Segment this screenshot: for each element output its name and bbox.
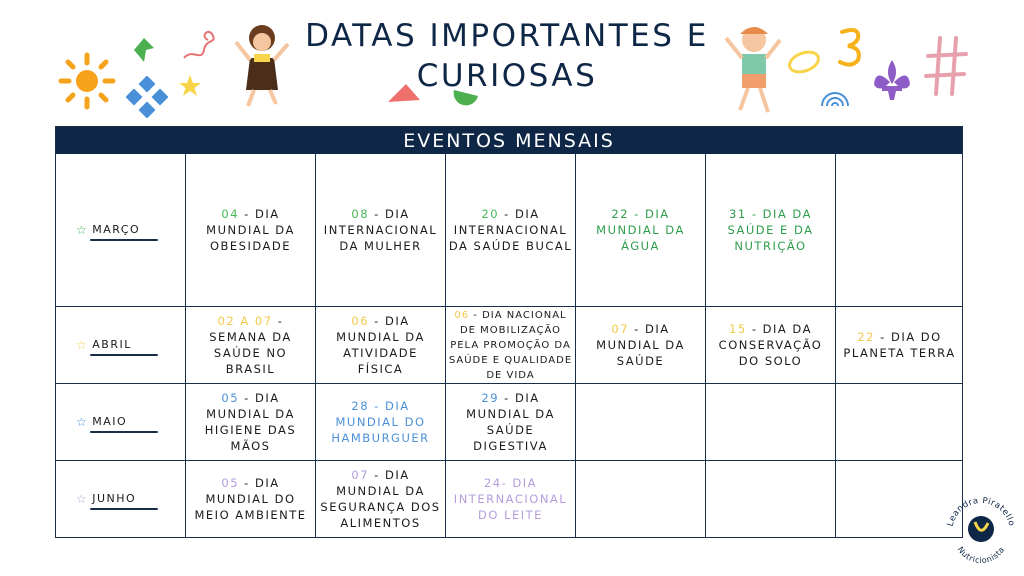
event-cell: 05 - DIA MUNDIAL DA HIGIENE DAS MÃOS xyxy=(186,384,316,461)
rainbow-icon xyxy=(821,92,849,107)
green-semicircle-icon xyxy=(453,90,478,106)
event-cell: 08 - DIA INTERNACIONAL DA MULHER xyxy=(316,154,446,307)
month-cell-abril: ☆ ABRIL xyxy=(56,307,186,384)
empty-cell xyxy=(836,384,963,461)
yellow-ring-icon xyxy=(788,50,820,74)
blue-flower-icon xyxy=(126,76,168,118)
month-underline xyxy=(90,508,158,510)
empty-cell xyxy=(836,154,963,307)
boy-character-icon xyxy=(724,27,782,113)
empty-cell xyxy=(576,461,706,537)
event-cell: 05 - DIA MUNDIAL DO MEIO AMBIENTE xyxy=(186,461,316,537)
event-cell: 07 - DIA MUNDIAL DA SEGURANÇA DOS ALIMEN… xyxy=(316,461,446,537)
event-cell: 15 - DIA DA CONSERVAÇÃO DO SOLO xyxy=(706,307,836,384)
star-icon: ☆ xyxy=(76,223,89,237)
month-cell-maio: ☆ MAIO xyxy=(56,384,186,461)
event-cell: 31 - DIA DA SAÚDE E DA NUTRIÇÃO xyxy=(706,154,836,307)
month-cell-marco: ☆ MARÇO xyxy=(56,154,186,307)
event-cell: 22 - DIA DO PLANETA TERRA xyxy=(836,307,963,384)
event-cell: 22 - DIA MUNDIAL DA ÁGUA xyxy=(576,154,706,307)
month-underline xyxy=(90,431,158,433)
month-cell-junho: ☆ JUNHO xyxy=(56,461,186,537)
events-table: EVENTOS MENSAIS ☆ MARÇO 04 - DIA MUNDIAL… xyxy=(55,126,963,538)
nutritionist-logo: Leandra Piratello Nutricionista xyxy=(946,496,1016,565)
month-label: MAIO xyxy=(92,415,128,428)
month-underline xyxy=(90,239,158,241)
empty-cell xyxy=(706,384,836,461)
event-cell: 29 - DIA MUNDIAL DA SAÚDE DIGESTIVA xyxy=(446,384,576,461)
event-cell: 06 - DIA MUNDIAL DA ATIVIDADE FÍSICA xyxy=(316,307,446,384)
fleur-de-lis-icon xyxy=(874,60,910,100)
sun-icon xyxy=(58,52,116,110)
empty-cell xyxy=(576,384,706,461)
event-cell: 02 A 07 - SEMANA DA SAÚDE NO BRASIL xyxy=(186,307,316,384)
girl-character-icon xyxy=(234,25,290,107)
ribbon-icon xyxy=(183,30,215,59)
empty-cell xyxy=(706,461,836,537)
month-label: ABRIL xyxy=(92,338,132,351)
svg-text:Nutricionista: Nutricionista xyxy=(956,545,1007,565)
event-cell: 28 - DIA MUNDIAL DO HAMBURGUER xyxy=(316,384,446,461)
yellow-star-icon xyxy=(179,75,201,96)
star-icon: ☆ xyxy=(76,492,89,506)
green-shape-icon xyxy=(134,38,154,62)
event-cell: 20 - DIA INTERNACIONAL DA SAÚDE BUCAL xyxy=(446,154,576,307)
star-icon: ☆ xyxy=(76,338,89,352)
star-icon: ☆ xyxy=(76,415,89,429)
table-header: EVENTOS MENSAIS xyxy=(56,127,962,154)
event-cell: 04 - DIA MUNDIAL DA OBESIDADE xyxy=(186,154,316,307)
table-grid: ☆ MARÇO 04 - DIA MUNDIAL DA OBESIDADE 08… xyxy=(56,154,963,537)
event-cell: 24- DIA INTERNACIONAL DO LEITE xyxy=(446,461,576,537)
event-cell: 06 - DIA NACIONAL DE MOBILIZAÇÃO PELA PR… xyxy=(446,307,576,384)
red-triangle-icon xyxy=(388,84,420,102)
month-label: JUNHO xyxy=(92,492,137,505)
number-three-icon xyxy=(838,28,861,67)
month-label: MARÇO xyxy=(92,223,141,236)
page-title: DATAS IMPORTANTES E CURIOSAS xyxy=(305,18,709,94)
hashtag-icon xyxy=(924,36,968,96)
month-underline xyxy=(90,354,158,356)
event-cell: 07 - DIA MUNDIAL DA SAÚDE xyxy=(576,307,706,384)
